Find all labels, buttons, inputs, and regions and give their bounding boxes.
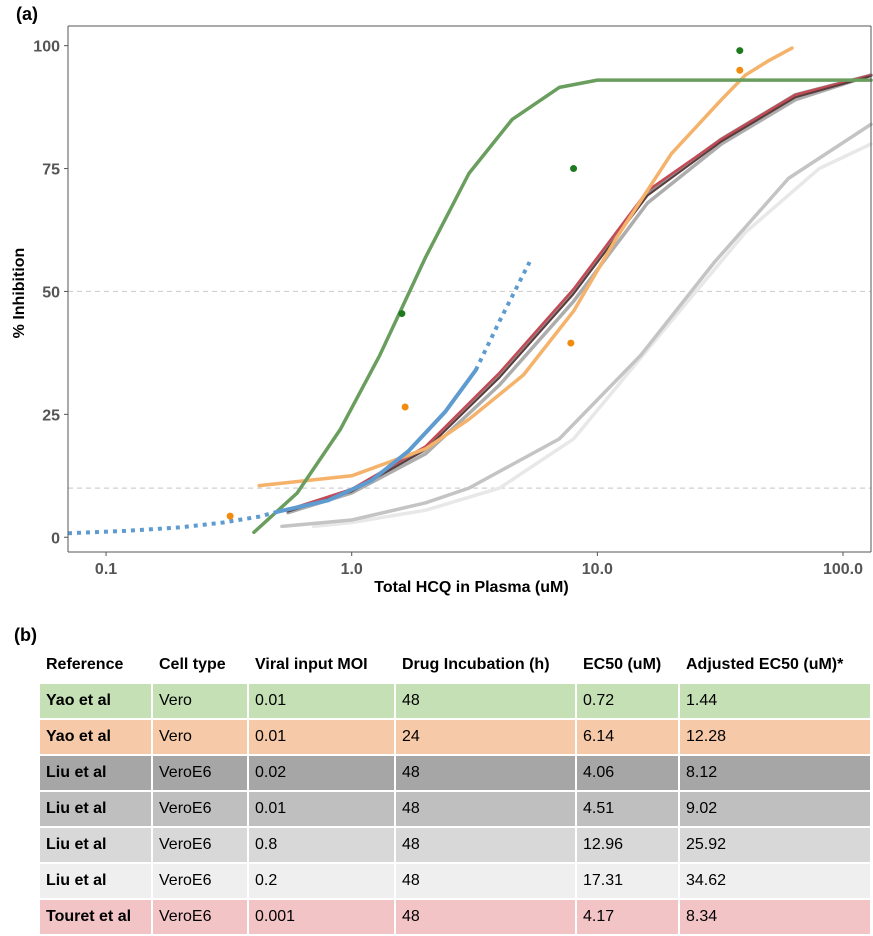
column-header: Reference bbox=[40, 648, 153, 684]
series-line bbox=[311, 142, 873, 529]
table-cell: 1.44 bbox=[679, 683, 872, 720]
reference-lines bbox=[68, 290, 871, 489]
table-cell: 0.8 bbox=[248, 827, 396, 864]
column-header: Cell type bbox=[152, 648, 249, 684]
table-cell: 12.28 bbox=[679, 719, 872, 756]
table-row: Liu et al VeroE6 0.01 48 4.51 9.02 bbox=[40, 791, 872, 828]
data-point bbox=[567, 339, 575, 347]
table-cell: 0.02 bbox=[248, 755, 396, 792]
table-cell: VeroE6 bbox=[152, 791, 249, 828]
reference-cell: Liu et al bbox=[40, 863, 153, 900]
y-tick-label: 0 bbox=[51, 530, 60, 547]
reference-cell: Touret et al bbox=[40, 899, 153, 936]
table-cell: 24 bbox=[395, 719, 577, 756]
table-cell: 9.02 bbox=[679, 791, 872, 828]
reference-cell: Liu et al bbox=[40, 827, 153, 864]
x-tick-label: 1.0 bbox=[341, 561, 363, 578]
table-cell: 4.51 bbox=[576, 791, 680, 828]
y-tick-label: 75 bbox=[42, 162, 60, 179]
y-axis-title: % Inhibition bbox=[11, 248, 28, 339]
chart-axes: 0 25 50 75 100 0.1 1.0 10.0 100.0 Total HCQ in Pl… bbox=[11, 25, 872, 596]
table-cell: 0.2 bbox=[248, 863, 396, 900]
table-cell: 48 bbox=[395, 827, 577, 864]
data-point bbox=[736, 47, 744, 55]
reference-cell: Liu et al bbox=[40, 755, 153, 792]
table-cell: VeroE6 bbox=[152, 863, 249, 900]
table-cell: VeroE6 bbox=[152, 827, 249, 864]
table-row: Liu et al VeroE6 0.02 48 4.06 8.12 bbox=[40, 755, 872, 792]
table-cell: 48 bbox=[395, 899, 577, 936]
series-line bbox=[67, 509, 279, 536]
table-cell: VeroE6 bbox=[152, 755, 249, 792]
panel-b-label: (b) bbox=[14, 625, 37, 645]
table-body: Yao et al Vero 0.01 48 0.72 1.44 Yao et al Vero… bbox=[40, 683, 872, 936]
column-header: EC50 (uM) bbox=[576, 648, 680, 684]
data-point bbox=[398, 310, 406, 318]
chart-series bbox=[67, 46, 873, 536]
series-line bbox=[252, 78, 873, 535]
ec50-table: Reference Cell type Viral input MOI Drug In… bbox=[40, 648, 872, 936]
table-row: Touret et al VeroE6 0.001 48 4.17 8.34 bbox=[40, 899, 872, 936]
data-point bbox=[401, 403, 409, 411]
table-cell: VeroE6 bbox=[152, 899, 249, 936]
table-cell: 4.17 bbox=[576, 899, 680, 936]
panel-a-label: (a) bbox=[16, 4, 38, 24]
table-cell: 34.62 bbox=[679, 863, 872, 900]
table-cell: Vero bbox=[152, 719, 249, 756]
table-cell: 0.001 bbox=[248, 899, 396, 936]
series-line bbox=[286, 73, 873, 515]
table-cell: Vero bbox=[152, 683, 249, 720]
x-tick-label: 100.0 bbox=[823, 561, 863, 578]
reference-cell: Yao et al bbox=[40, 683, 153, 720]
table-row: Yao et al Vero 0.01 48 0.72 1.44 bbox=[40, 683, 872, 720]
table-cell: 48 bbox=[395, 791, 577, 828]
column-header: Drug Incubation (h) bbox=[395, 648, 577, 684]
table-cell: 8.12 bbox=[679, 755, 872, 792]
table-cell: 0.01 bbox=[248, 719, 396, 756]
table-cell: 48 bbox=[395, 755, 577, 792]
x-tick-label: 0.1 bbox=[95, 561, 117, 578]
y-tick-label: 25 bbox=[42, 407, 60, 424]
reference-cell: Liu et al bbox=[40, 791, 153, 828]
data-point bbox=[570, 165, 578, 173]
table-cell: 6.14 bbox=[576, 719, 680, 756]
table-row: Yao et al Vero 0.01 24 6.14 12.28 bbox=[40, 719, 872, 756]
table-header-row: Reference Cell type Viral input MOI Drug In… bbox=[40, 648, 872, 684]
table-cell: 8.34 bbox=[679, 899, 872, 936]
x-tick-label: 10.0 bbox=[582, 561, 613, 578]
y-tick-label: 100 bbox=[33, 39, 60, 56]
series-line bbox=[280, 122, 873, 529]
series-line bbox=[257, 46, 794, 488]
dose-response-chart: 0 25 50 75 100 0.1 1.0 10.0 100.0 Total HCQ in Pl… bbox=[11, 25, 873, 596]
table-cell: 0.72 bbox=[576, 683, 680, 720]
table-row: Liu et al VeroE6 0.2 48 17.31 34.62 bbox=[40, 863, 872, 900]
table-cell: 4.06 bbox=[576, 755, 680, 792]
table-cell: 12.96 bbox=[576, 827, 680, 864]
table-cell: 17.31 bbox=[576, 863, 680, 900]
column-header: Adjusted EC50 (uM)* bbox=[679, 648, 872, 684]
table-cell: 48 bbox=[395, 683, 577, 720]
table-cell: 25.92 bbox=[679, 827, 872, 864]
data-point bbox=[226, 512, 234, 520]
series-line bbox=[474, 261, 532, 371]
observed-points bbox=[226, 47, 744, 520]
x-axis-title: Total HCQ in Plasma (uM) bbox=[374, 579, 568, 596]
series-line bbox=[275, 368, 478, 514]
reference-cell: Yao et al bbox=[40, 719, 153, 756]
table-cell: 0.01 bbox=[248, 683, 396, 720]
column-header: Viral input MOI bbox=[248, 648, 396, 684]
table-cell: 0.01 bbox=[248, 791, 396, 828]
table-row: Liu et al VeroE6 0.8 48 12.96 25.92 bbox=[40, 827, 872, 864]
table-cell: 48 bbox=[395, 863, 577, 900]
data-point bbox=[736, 66, 744, 74]
y-tick-label: 50 bbox=[42, 284, 60, 301]
